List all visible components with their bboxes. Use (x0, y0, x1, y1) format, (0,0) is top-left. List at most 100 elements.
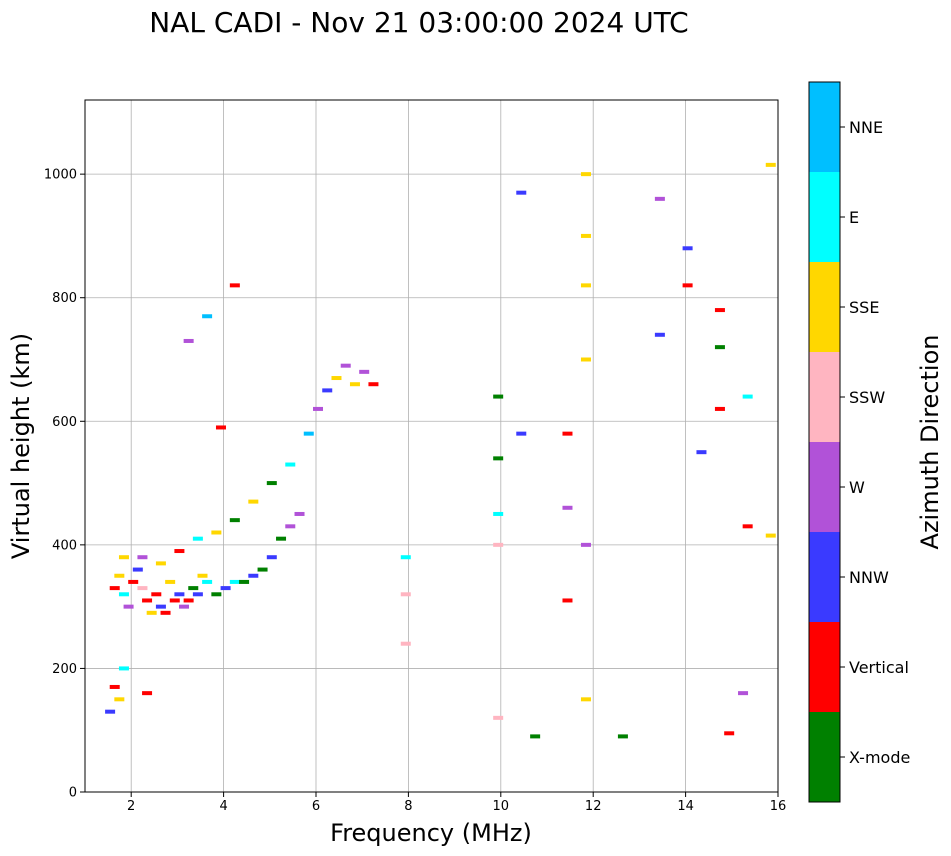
data-point (165, 579, 176, 584)
colorbar-tick-label: NNE (849, 118, 883, 137)
data-point (202, 579, 213, 584)
data-point (128, 579, 139, 584)
colorbar-segment (809, 262, 840, 352)
data-point (183, 338, 194, 343)
colorbar-tick-label: SSE (849, 298, 879, 317)
colorbar-label: Azimuth Direction (916, 335, 944, 550)
colorbar-frame (808, 81, 841, 803)
x-tick-label: 2 (127, 799, 135, 814)
data-point (682, 283, 693, 288)
data-point (192, 592, 203, 597)
data-point (349, 382, 360, 387)
data-point (516, 190, 527, 195)
data-point (132, 567, 143, 572)
data-point (183, 598, 194, 603)
chart-title: NAL CADI - Nov 21 03:00:00 2024 UTC (149, 6, 688, 39)
data-point (211, 530, 222, 535)
data-point (322, 388, 333, 393)
data-point (169, 598, 180, 603)
data-point (359, 369, 370, 374)
data-point (696, 450, 707, 455)
y-tick-label: 400 (52, 538, 77, 553)
data-point (118, 592, 129, 597)
data-point (137, 555, 148, 560)
data-point (331, 376, 342, 381)
x-tick-label: 6 (312, 799, 320, 814)
data-point (215, 425, 226, 430)
data-point (530, 734, 541, 739)
data-point (580, 697, 591, 702)
data-point (294, 511, 305, 516)
data-point (179, 604, 190, 609)
colorbar-tick-label: SSW (849, 388, 885, 407)
x-tick-label: 14 (677, 799, 694, 814)
data-point (714, 406, 725, 411)
y-axis-ticks: 0 200 400 600 800 1000 (44, 168, 85, 801)
data-point (285, 462, 296, 467)
data-point (109, 586, 120, 591)
data-point (229, 283, 240, 288)
data-point (174, 592, 185, 597)
data-point (188, 586, 199, 591)
colorbar-tick-label: W (849, 478, 865, 497)
data-point (580, 542, 591, 547)
data-point (151, 592, 162, 597)
data-point (160, 610, 171, 615)
data-point (682, 246, 693, 251)
data-point (109, 684, 120, 689)
data-point (266, 555, 277, 560)
data-point (137, 586, 148, 591)
data-point (266, 481, 277, 486)
data-point (105, 709, 116, 714)
data-point (493, 715, 504, 720)
colorbar-segment (809, 82, 840, 172)
data-point (368, 382, 379, 387)
data-point (765, 162, 776, 167)
data-point (738, 691, 749, 696)
y-tick-label: 800 (52, 291, 77, 306)
data-point (400, 555, 411, 560)
data-point (114, 573, 125, 578)
data-marks (105, 162, 776, 739)
data-point (400, 641, 411, 646)
data-point (654, 196, 665, 201)
colorbar-segment (809, 352, 840, 442)
colorbar-tick-label: Vertical (849, 658, 909, 677)
data-point (400, 592, 411, 597)
colorbar-tick-label: NNW (849, 568, 889, 587)
data-point (742, 524, 753, 529)
data-point (313, 406, 323, 411)
data-point (155, 561, 166, 566)
data-point (123, 604, 134, 609)
data-point (580, 233, 591, 238)
colorbar-tick-label: X-mode (849, 748, 910, 767)
data-point (202, 314, 213, 319)
data-point (765, 533, 776, 538)
data-point (197, 573, 208, 578)
data-point (562, 431, 573, 436)
data-point (724, 731, 735, 736)
x-tick-label: 12 (585, 799, 602, 814)
data-point (580, 172, 591, 177)
data-point (493, 394, 504, 399)
data-point (142, 598, 153, 603)
colorbar-segment (809, 532, 840, 622)
y-axis-label: Virtual height (km) (7, 333, 35, 559)
x-tick-label: 16 (770, 799, 787, 814)
data-point (142, 691, 153, 696)
data-point (516, 431, 527, 436)
data-point (493, 511, 504, 516)
x-axis-ticks: 2 4 6 8 10 12 14 16 (127, 792, 786, 814)
data-point (146, 610, 157, 615)
y-tick-label: 200 (52, 662, 77, 677)
grid-lines (85, 100, 779, 793)
data-point (118, 666, 129, 671)
data-point (714, 345, 725, 350)
data-point (493, 542, 504, 547)
data-point (229, 518, 240, 523)
data-point (340, 363, 351, 368)
data-point (220, 586, 231, 591)
x-tick-label: 4 (219, 799, 227, 814)
